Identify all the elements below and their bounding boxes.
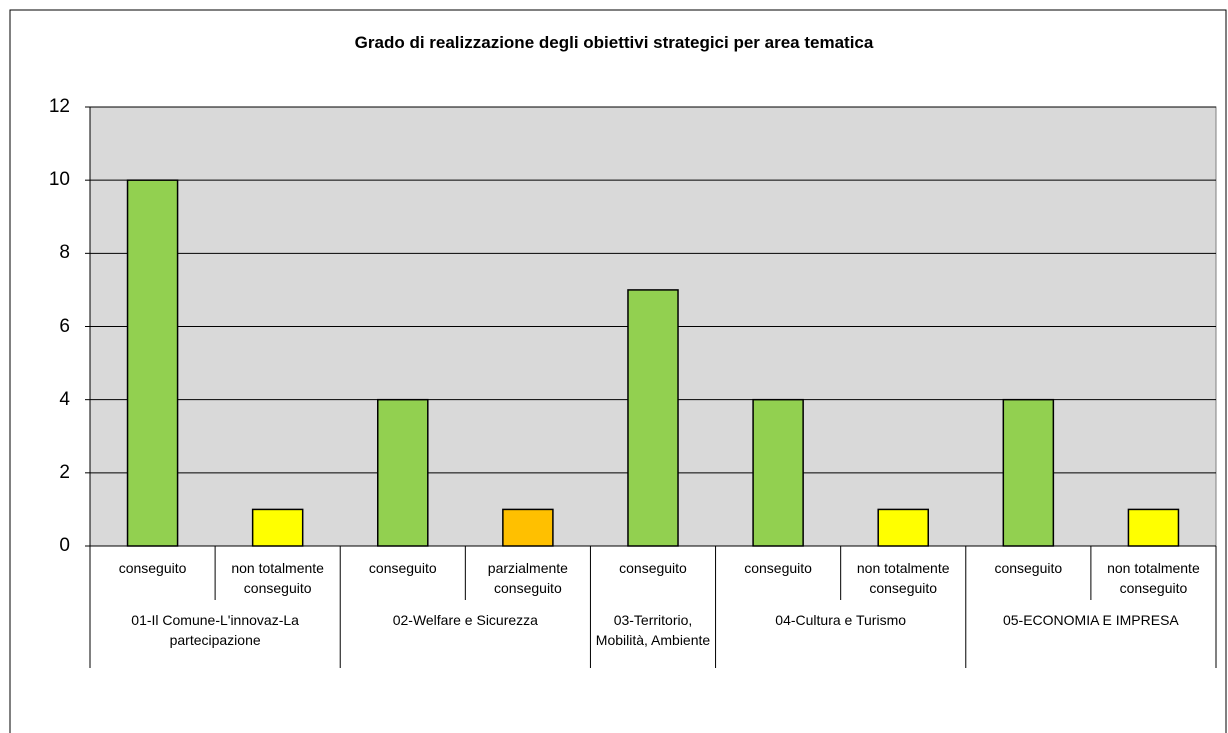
chart-title: Grado di realizzazione degli obiettivi s… xyxy=(354,33,874,52)
chart-border xyxy=(9,9,1227,733)
y-tick-label: 12 xyxy=(48,96,70,117)
group-label: 03-Territorio, Mobilità, Ambiente xyxy=(595,612,711,648)
group-label: 05-ECONOMIA E IMPRESA xyxy=(1002,612,1179,628)
bar xyxy=(377,398,429,547)
x-tick-label: conseguito xyxy=(994,560,1063,576)
bar xyxy=(1127,508,1180,547)
bar xyxy=(877,508,929,547)
x-tick-label: conseguito xyxy=(744,560,812,576)
bar xyxy=(251,508,304,547)
group-label: 02-Welfare e Sicurezza xyxy=(392,612,538,628)
bar xyxy=(1002,398,1055,547)
group-label: 04-Cultura e Turismo xyxy=(775,612,907,628)
x-tick-label: conseguito xyxy=(619,560,687,576)
y-tick-label: 8 xyxy=(59,242,70,264)
x-tick-label: non totalmente conseguito xyxy=(856,560,950,596)
group-label: 01-Il Comune-L'innovaz-La partecipazione xyxy=(131,612,299,648)
y-tick-label: 10 xyxy=(48,169,70,191)
y-tick-label: 2 xyxy=(59,461,70,483)
y-tick-label: 4 xyxy=(59,388,70,410)
x-tick-label: conseguito xyxy=(118,560,187,576)
x-tick-label: conseguito xyxy=(368,560,437,576)
y-tick-label: 6 xyxy=(59,315,70,337)
x-tick-label: non totalmente conseguito xyxy=(1107,560,1200,596)
x-tick-label: parzialmente conseguito xyxy=(487,560,568,596)
bar xyxy=(627,289,679,547)
x-tick-label: non totalmente conseguito xyxy=(231,560,324,596)
y-tick-label: 0 xyxy=(59,535,70,556)
bar xyxy=(126,179,179,547)
bar xyxy=(752,398,804,547)
bar xyxy=(502,508,554,547)
